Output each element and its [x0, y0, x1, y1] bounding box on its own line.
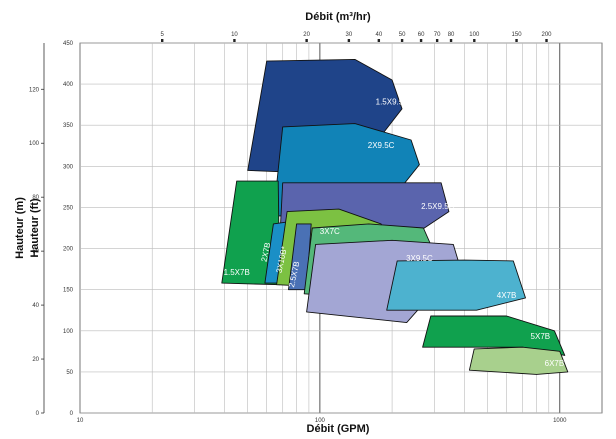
region-5x7b — [422, 315, 566, 356]
top-axis-tick-mark — [449, 39, 453, 42]
left-axis-ft-tick-label: 400 — [63, 82, 74, 88]
top-axis-tick-mark — [473, 39, 476, 42]
top-axis-tick-label: 60 — [418, 32, 425, 38]
left-axis-ft-tick-label: 450 — [63, 41, 74, 47]
top-axis-tick-label: 20 — [303, 32, 310, 38]
left-axis-ft-tick-label: 350 — [63, 123, 74, 129]
top-axis-tick-mark — [377, 39, 381, 42]
region-label: 6X7B — [545, 359, 565, 368]
top-axis-title: Débit (m³/hr) — [305, 11, 371, 23]
region-label: 2X7B — [260, 242, 273, 263]
top-axis-tick-label: 10 — [231, 32, 238, 38]
region-label: 1.5X9.5B — [376, 98, 409, 107]
region-label: 5X7B — [531, 332, 551, 341]
region-label: 2X9.5C — [368, 141, 395, 150]
top-axis-tick-label: 200 — [542, 32, 553, 38]
top-axis-tick-mark — [347, 39, 351, 42]
axes-layer: 1010010005102030405060708010015020045005… — [29, 32, 567, 424]
top-axis-tick-label: 40 — [375, 32, 382, 38]
left-axis-ft-tick-label: 300 — [63, 164, 74, 170]
region-4x7b — [386, 259, 526, 311]
left-axis-title-m: Hauteur (m) — [14, 197, 26, 259]
region-6x7b — [468, 346, 569, 375]
top-axis-tick-mark — [161, 39, 164, 42]
region-label: 3X7C — [320, 227, 340, 236]
bottom-axis-title: Débit (GPM) — [307, 423, 370, 435]
left-axis-title-ft: Hauteur (ft) — [29, 198, 41, 258]
top-axis-tick-label: 150 — [512, 32, 523, 38]
top-axis-tick-label: 30 — [346, 32, 353, 38]
bottom-axis-tick-label: 100 — [315, 418, 326, 424]
region-label: 3X9.5C — [406, 254, 433, 263]
left-axis-m-tick-label: 100 — [29, 141, 40, 147]
left-axis-ft-tick-label: 200 — [63, 247, 74, 253]
left-axis-ft-tick-label: 100 — [63, 329, 74, 335]
left-axis-ft-tick-label: 50 — [66, 370, 73, 376]
top-axis-tick-mark — [545, 39, 548, 42]
left-axis-m-tick-label: 20 — [32, 357, 39, 363]
left-axis-ft-tick-label: 150 — [63, 288, 74, 294]
top-axis-tick-label: 70 — [434, 32, 441, 38]
top-axis-tick-label: 100 — [469, 32, 480, 38]
top-axis-tick-mark — [233, 39, 236, 42]
left-axis-m-tick-label: 40 — [32, 303, 39, 309]
top-axis-tick-mark — [400, 39, 404, 42]
region-label: 4X7B — [497, 291, 517, 300]
left-axis-m-tick-label: 0 — [36, 411, 40, 417]
left-axis-m-tick-label: 60 — [32, 249, 39, 255]
top-axis-tick-mark — [305, 39, 308, 42]
left-axis-m-tick-label: 120 — [29, 87, 40, 93]
top-axis-tick-label: 50 — [399, 32, 406, 38]
left-axis-ft-tick-label: 250 — [63, 205, 74, 211]
bottom-axis-tick-label: 10 — [77, 418, 84, 424]
region-label: 1.5X7B — [224, 268, 250, 277]
bottom-axis-tick-label: 1000 — [553, 418, 567, 424]
left-axis-m-tick-label: 80 — [32, 195, 39, 201]
top-axis-tick-mark — [515, 39, 518, 42]
top-axis-tick-label: 80 — [448, 32, 455, 38]
region-label: 2.5X9.5C — [421, 202, 455, 211]
top-axis-tick-mark — [419, 39, 423, 42]
top-axis-tick-label: 5 — [161, 32, 165, 38]
top-axis-tick-mark — [435, 39, 439, 42]
left-axis-ft-tick-label: 0 — [70, 411, 74, 417]
